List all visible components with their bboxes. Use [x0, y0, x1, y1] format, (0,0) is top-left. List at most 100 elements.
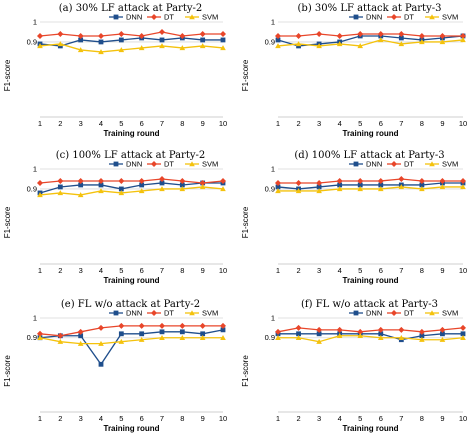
legend-item-svm: SVM — [425, 160, 458, 169]
data-point-dnn — [378, 331, 384, 337]
data-point-dt — [275, 328, 281, 335]
chart-panel-2: (b) 30% LF attack at Party-3 1 0.9 1 2 3 4 5 6 7 8… — [241, 3, 467, 138]
data-point-dt — [316, 326, 323, 333]
legend-marker — [113, 14, 119, 20]
x-tick-label: 9 — [440, 119, 444, 128]
data-point-dt — [179, 322, 186, 329]
series-line-dt — [278, 178, 463, 184]
x-tick-label: 2 — [58, 266, 62, 275]
data-point-svm — [159, 334, 165, 340]
legend-label: DNN — [366, 309, 382, 318]
data-point-dt — [336, 326, 343, 333]
data-point-dnn — [316, 331, 322, 337]
data-point-dnn — [98, 182, 104, 188]
y-tick-label: 0.9 — [27, 184, 37, 193]
legend-item-dt: DT — [387, 160, 414, 169]
chart-panel-5: (e) FL w/o attack at Party-2 1 0.9 1 2 3 4 5 6 7 8… — [3, 299, 227, 433]
legend-item-dt: DT — [147, 160, 174, 169]
data-point-dt — [316, 179, 323, 186]
y-axis-label: F1-score — [241, 206, 250, 238]
data-point-dt — [336, 177, 343, 184]
data-point-svm — [118, 47, 125, 53]
data-point-svm — [316, 338, 322, 344]
legend-marker — [151, 161, 157, 167]
data-point-dt — [357, 328, 364, 335]
y-tick-label: 0.9 — [265, 333, 275, 342]
data-point-svm — [377, 37, 384, 43]
x-tick-label: 10 — [459, 266, 467, 275]
data-point-svm — [220, 334, 226, 340]
data-point-dt — [336, 32, 343, 39]
data-point-svm — [57, 41, 64, 47]
x-tick-label: 9 — [201, 119, 205, 128]
data-point-svm — [57, 190, 64, 196]
x-tick-label: 3 — [317, 266, 321, 275]
legend-label: DNN — [366, 160, 382, 169]
data-point-dt — [98, 32, 104, 39]
y-axis-label: F1-score — [3, 59, 12, 91]
data-point-dt — [460, 177, 466, 184]
x-tick-label: 3 — [79, 266, 83, 275]
data-point-svm — [77, 340, 84, 346]
legend-item-dnn: DNN — [109, 13, 142, 22]
data-point-svm — [336, 186, 343, 192]
data-point-dnn — [98, 361, 104, 367]
series-line-svm — [39, 43, 224, 53]
data-point-svm — [98, 340, 104, 346]
x-tick-label: 5 — [358, 414, 362, 423]
legend-label: SVM — [442, 309, 458, 318]
data-point-dt — [460, 32, 466, 39]
y-axis-label: F1-score — [3, 355, 12, 387]
series-line-svm — [39, 186, 224, 196]
legend-label: DNN — [366, 13, 382, 22]
x-tick-label: 4 — [99, 119, 103, 128]
x-tick-label: 2 — [296, 266, 300, 275]
y-tick-label: 1 — [33, 18, 37, 27]
legend-item-dnn: DNN — [109, 160, 142, 169]
data-point-dnn — [419, 182, 425, 188]
legend-label: SVM — [442, 160, 458, 169]
data-point-svm — [179, 186, 186, 192]
y-tick-label: 1 — [271, 314, 275, 323]
legend-marker — [429, 161, 435, 167]
legend-label: SVM — [202, 160, 218, 169]
x-tick-label: 2 — [58, 119, 62, 128]
legend-item-svm: SVM — [185, 13, 218, 22]
data-point-dnn — [419, 333, 425, 339]
legend-label: DT — [164, 13, 174, 22]
series-line-svm — [278, 186, 463, 192]
data-point-svm — [37, 43, 43, 49]
x-tick-label: 7 — [399, 266, 403, 275]
data-point-dnn — [275, 37, 281, 43]
data-point-svm — [98, 49, 104, 55]
legend-label: DT — [404, 309, 414, 318]
x-tick-label: 4 — [338, 266, 342, 275]
y-tick-label: 0.9 — [265, 37, 275, 46]
y-axis-label: F1-score — [241, 355, 250, 387]
chart-panel-1: (a) 30% LF attack at Party-2 1 0.9 1 2 3 4 5 6 7 8… — [3, 3, 227, 138]
x-tick-label: 8 — [180, 414, 184, 423]
legend-item-dt: DT — [387, 309, 414, 318]
x-tick-label: 6 — [379, 414, 383, 423]
legend-item-dnn: DNN — [349, 309, 382, 318]
x-tick-label: 4 — [338, 119, 342, 128]
legend-label: SVM — [202, 13, 218, 22]
legend-item-dt: DT — [147, 309, 174, 318]
data-point-svm — [295, 41, 302, 47]
data-point-dt — [398, 175, 405, 182]
data-point-dt — [37, 330, 43, 337]
x-tick-label: 6 — [379, 266, 383, 275]
data-point-dt — [357, 177, 364, 184]
data-point-svm — [159, 186, 165, 192]
x-tick-label: 5 — [119, 266, 123, 275]
data-point-svm — [37, 334, 43, 340]
series-line-dt — [39, 178, 224, 184]
legend-item-svm: SVM — [185, 160, 218, 169]
x-tick-label: 9 — [440, 266, 444, 275]
data-point-svm — [179, 45, 186, 51]
data-point-svm — [316, 43, 322, 49]
chart-panel-4: (d) 100% LF attack at Party-3 1 0.9 1 2 3 4 5 6 7… — [241, 150, 467, 285]
x-axis-label: Training round — [104, 129, 160, 138]
data-point-dt — [57, 332, 64, 339]
legend-marker — [391, 14, 397, 20]
